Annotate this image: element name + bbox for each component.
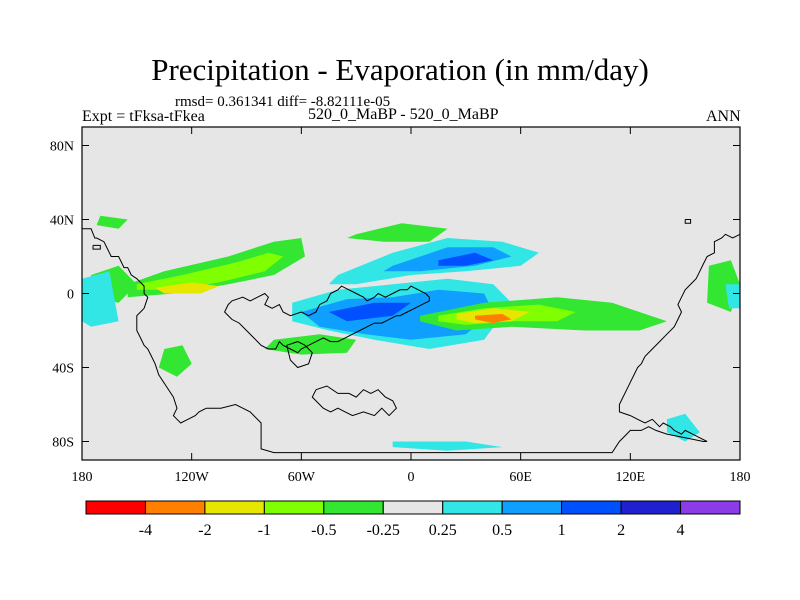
colorbar-label: -1 xyxy=(258,522,271,539)
colorbar-swatch xyxy=(442,500,503,515)
region-northwest-pacific-spot xyxy=(96,215,128,229)
coastline-southern-island-loop xyxy=(311,385,398,417)
colorbar-label: 0.5 xyxy=(492,522,512,539)
region-southeast-pacific-cell xyxy=(158,345,192,377)
region-antarctic-wet-strip xyxy=(392,441,503,451)
colorbar-label: 1 xyxy=(558,522,566,539)
y-tick-label: 40S xyxy=(52,362,74,377)
region-west-edge-wet-strip xyxy=(82,271,119,327)
coastline-antarctic-coast xyxy=(206,403,708,454)
x-tick-label: 180 xyxy=(730,470,751,485)
colorbar-swatch xyxy=(501,500,563,515)
region-southern-ocean-wet xyxy=(666,413,700,442)
colorbar-label: -0.5 xyxy=(311,522,336,539)
colorbar-swatch xyxy=(382,500,444,515)
coastline-central-continent-inner xyxy=(286,341,313,369)
colorbar-label: 4 xyxy=(677,522,685,539)
x-tick-label: 0 xyxy=(408,470,415,485)
region-pacific-dry-band-mid xyxy=(136,252,284,290)
colorbar-swatch xyxy=(620,500,682,515)
colorbar-swatch xyxy=(204,500,265,515)
rmsd-stats: rmsd= 0.361341 diff= -8.82111e-05 xyxy=(175,94,391,110)
y-tick-label: 0 xyxy=(67,288,74,303)
colorbar-label: -4 xyxy=(139,522,152,539)
region-atlantic-wet-band-north-deep xyxy=(438,252,494,266)
coastline-western-continent-south xyxy=(136,307,207,424)
axis-ticks: 180 120W 60W 0 60E 120E 180 80N 40N 0 40S 80S xyxy=(50,127,751,485)
coastline-northeast-small-island xyxy=(684,219,692,224)
y-tick-label: 40N xyxy=(50,214,74,229)
x-tick-label: 60W xyxy=(288,470,316,485)
y-tick-label: 80N xyxy=(50,140,74,155)
region-indian-dry-band-max xyxy=(475,313,512,324)
colorbar-swatch xyxy=(561,500,622,515)
colorbar-swatch xyxy=(263,500,325,515)
region-north-atlantic-cell xyxy=(347,223,448,242)
case-label: 520_0_MaBP - 520_0_MaBP xyxy=(308,106,499,123)
colorbar-swatch xyxy=(144,500,206,515)
colorbar-label: -2 xyxy=(198,522,211,539)
coastlines xyxy=(82,219,740,454)
coastline-western-continent-north xyxy=(82,228,149,309)
region-atlantic-wet-band-south-deep xyxy=(328,302,411,322)
chart-title: Precipitation - Evaporation (in mm/day) xyxy=(151,52,649,87)
coastline-eastern-continent xyxy=(618,233,740,442)
coastline-northwest-small-island xyxy=(92,244,101,250)
colorbar-swatch xyxy=(680,500,741,515)
region-pacific-dry-band-core xyxy=(155,282,220,294)
contour-regions xyxy=(82,215,740,451)
x-tick-label: 120W xyxy=(175,470,210,485)
colorbar-label: -0.25 xyxy=(367,522,400,539)
x-tick-label: 120E xyxy=(616,470,646,485)
colorbar-label: 0.25 xyxy=(429,522,457,539)
colorbar: -4 -2 -1 -0.5 -0.25 0.25 0.5 1 2 4 xyxy=(85,500,741,539)
season-label: ANN xyxy=(706,108,741,125)
y-tick-label: 80S xyxy=(52,436,74,451)
colorbar-swatch xyxy=(323,500,384,515)
colorbar-swatch xyxy=(85,500,146,515)
experiment-label: Expt = tFksa-tFkea xyxy=(82,108,205,125)
coastline-central-continent-west xyxy=(223,285,430,354)
x-tick-label: 60E xyxy=(509,470,532,485)
colorbar-label: 2 xyxy=(617,522,625,539)
x-tick-label: 180 xyxy=(72,470,93,485)
region-eastern-edge-wet xyxy=(725,284,740,309)
